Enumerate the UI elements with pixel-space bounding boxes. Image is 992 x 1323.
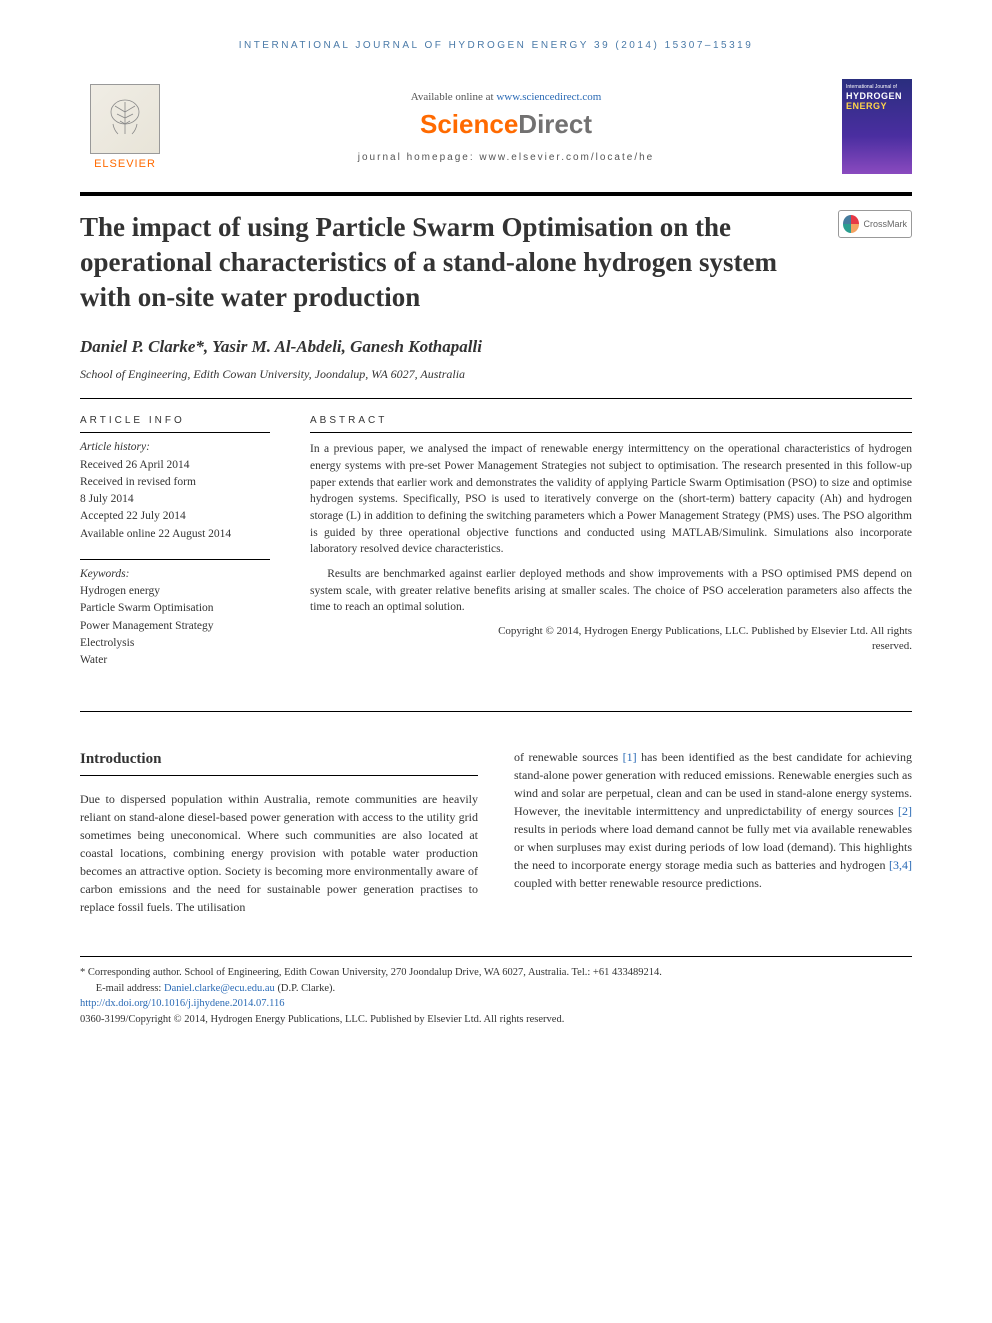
abstract-heading: ABSTRACT xyxy=(310,415,912,426)
rule-thick xyxy=(80,192,912,196)
available-online: Available online at www.sciencedirect.co… xyxy=(170,91,842,103)
keyword-1: Particle Swarm Optimisation xyxy=(80,600,270,617)
intro-right-para: of renewable sources [1] has been identi… xyxy=(514,748,912,892)
available-prefix: Available online at xyxy=(411,91,497,103)
intro-r-c: results in periods where load demand can… xyxy=(514,822,912,872)
homepage-prefix: journal homepage: xyxy=(358,152,480,163)
ref-1[interactable]: [1] xyxy=(623,750,637,764)
abstract: ABSTRACT In a previous paper, we analyse… xyxy=(310,415,912,685)
crossmark-badge[interactable]: CrossMark xyxy=(838,210,912,238)
authors: Daniel P. Clarke*, Yasir M. Al-Abdeli, G… xyxy=(80,337,912,357)
abstract-p1: In a previous paper, we analysed the imp… xyxy=(310,441,912,558)
intro-left-para: Due to dispersed population within Austr… xyxy=(80,790,478,916)
corresponding-author: * Corresponding author. School of Engine… xyxy=(80,965,912,981)
cover-line2: HYDROGEN xyxy=(846,91,908,101)
email-label: E-mail address: xyxy=(96,983,164,994)
article-title: The impact of using Particle Swarm Optim… xyxy=(80,210,822,315)
sciencedirect-link[interactable]: www.sciencedirect.com xyxy=(496,91,601,103)
email-suffix: (D.P. Clarke). xyxy=(275,983,335,994)
cover-line3: ENERGY xyxy=(846,101,908,111)
history-online: Available online 22 August 2014 xyxy=(80,526,270,543)
intro-r-d: coupled with better renewable resource p… xyxy=(514,876,762,890)
history-label: Article history: xyxy=(80,439,270,456)
elsevier-text: ELSEVIER xyxy=(94,158,156,170)
journal-homepage: journal homepage: www.elsevier.com/locat… xyxy=(170,152,842,163)
history-accepted: Accepted 22 July 2014 xyxy=(80,508,270,525)
elsevier-logo: ELSEVIER xyxy=(80,84,170,170)
crossmark-icon xyxy=(843,215,859,233)
intro-r-a: of renewable sources xyxy=(514,750,623,764)
corr-label: * Corresponding author. xyxy=(80,967,182,978)
copyright-line1: Copyright © 2014, Hydrogen Energy Public… xyxy=(498,625,912,637)
top-banner: ELSEVIER Available online at www.science… xyxy=(80,71,912,182)
keywords-block: Keywords: Hydrogen energy Particle Swarm… xyxy=(80,559,270,670)
left-column: Introduction Due to dispersed population… xyxy=(80,748,478,916)
body-columns: Introduction Due to dispersed population… xyxy=(80,748,912,916)
keyword-0: Hydrogen energy xyxy=(80,583,270,600)
copyright-line2: reserved. xyxy=(872,640,912,652)
history-block: Article history: Received 26 April 2014 … xyxy=(80,432,270,543)
corr-text: School of Engineering, Edith Cowan Unive… xyxy=(182,967,662,978)
homepage-link[interactable]: www.elsevier.com/locate/he xyxy=(479,152,654,163)
doi-line: http://dx.doi.org/10.1016/j.ijhydene.201… xyxy=(80,996,912,1012)
ref-2[interactable]: [2] xyxy=(898,804,912,818)
abstract-copyright: Copyright © 2014, Hydrogen Energy Public… xyxy=(310,624,912,655)
crossmark-label: CrossMark xyxy=(863,219,907,229)
running-header: INTERNATIONAL JOURNAL OF HYDROGEN ENERGY… xyxy=(80,40,912,51)
ref-34[interactable]: [3,4] xyxy=(889,858,912,872)
affiliation: School of Engineering, Edith Cowan Unive… xyxy=(80,367,912,382)
footer: * Corresponding author. School of Engine… xyxy=(80,956,912,1028)
email-line: E-mail address: Daniel.clarke@ecu.edu.au… xyxy=(80,981,912,997)
doi-link[interactable]: http://dx.doi.org/10.1016/j.ijhydene.201… xyxy=(80,998,284,1009)
title-row: The impact of using Particle Swarm Optim… xyxy=(80,210,912,315)
banner-center: Available online at www.sciencedirect.co… xyxy=(170,91,842,163)
journal-cover-thumbnail: International Journal of HYDROGEN ENERGY xyxy=(842,79,912,174)
keyword-3: Electrolysis xyxy=(80,635,270,652)
issn-line: 0360-3199/Copyright © 2014, Hydrogen Ene… xyxy=(80,1012,912,1028)
rule-thin-bottom xyxy=(80,711,912,712)
article-info: ARTICLE INFO Article history: Received 2… xyxy=(80,415,270,685)
email-link[interactable]: Daniel.clarke@ecu.edu.au xyxy=(164,983,275,994)
history-revised2: 8 July 2014 xyxy=(80,491,270,508)
keyword-2: Power Management Strategy xyxy=(80,618,270,635)
keywords-label: Keywords: xyxy=(80,566,270,583)
intro-heading: Introduction xyxy=(80,748,478,776)
right-column: of renewable sources [1] has been identi… xyxy=(514,748,912,916)
info-abstract-row: ARTICLE INFO Article history: Received 2… xyxy=(80,415,912,685)
elsevier-tree-icon xyxy=(90,84,160,154)
abstract-body: In a previous paper, we analysed the imp… xyxy=(310,432,912,655)
sciencedirect-brand: ScienceDirect xyxy=(170,109,842,140)
history-revised1: Received in revised form xyxy=(80,474,270,491)
abstract-p2: Results are benchmarked against earlier … xyxy=(310,566,912,616)
article-info-heading: ARTICLE INFO xyxy=(80,415,270,426)
history-received: Received 26 April 2014 xyxy=(80,457,270,474)
rule-thin-top xyxy=(80,398,912,399)
keyword-4: Water xyxy=(80,652,270,669)
